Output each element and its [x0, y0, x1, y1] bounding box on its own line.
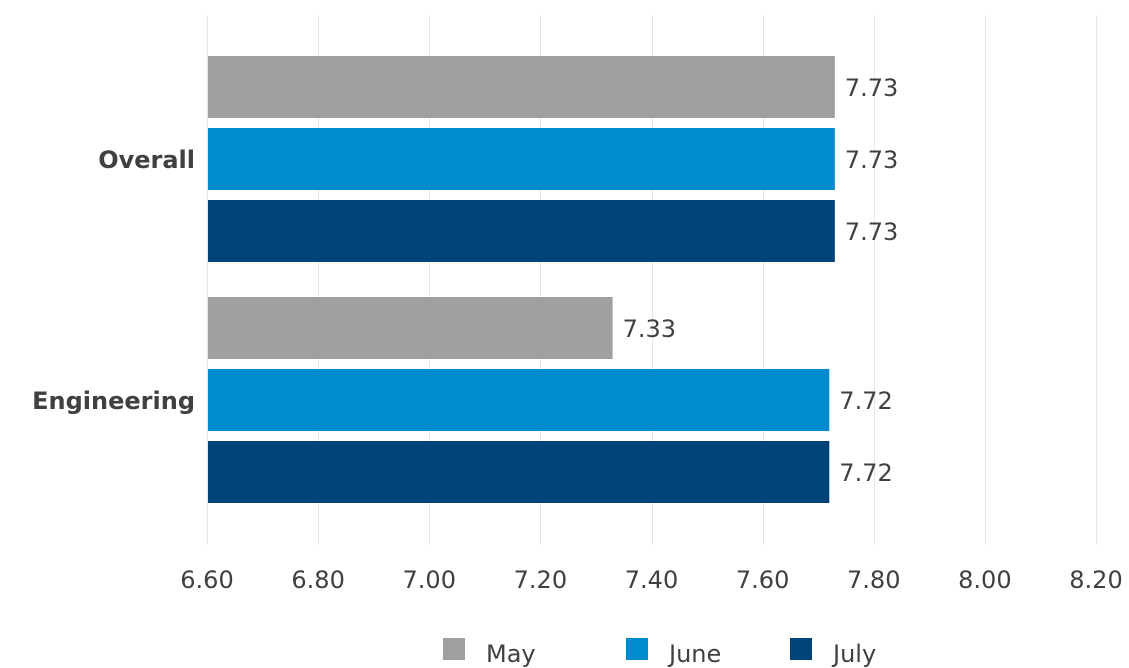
value-label-overall-may: 7.73	[845, 74, 898, 102]
legend-swatch-july	[790, 638, 812, 660]
x-tick-label-2: 7.00	[403, 566, 456, 594]
legend-item-may: May	[443, 638, 536, 668]
bars	[208, 56, 835, 503]
x-tick-label-7: 8.00	[958, 566, 1011, 594]
legend-label-may: May	[486, 640, 536, 668]
legend-swatch-may	[443, 638, 465, 660]
x-axis-tick-labels: 6.60 6.80 7.00 7.20 7.40 7.60 7.80 8.00 8.20	[180, 566, 1122, 594]
x-tick-label-0: 6.60	[180, 566, 233, 594]
x-tick-label-3: 7.20	[514, 566, 567, 594]
x-tick-label-4: 7.40	[625, 566, 678, 594]
value-label-engineering-june: 7.72	[839, 387, 892, 415]
value-label-engineering-july: 7.72	[839, 459, 892, 487]
x-tick-label-5: 7.60	[736, 566, 789, 594]
bar-engineering-may	[208, 297, 613, 359]
value-label-engineering-may: 7.33	[623, 315, 676, 343]
bar-engineering-june	[208, 369, 830, 431]
category-label-engineering: Engineering	[32, 387, 195, 415]
value-labels: 7.73 7.73 7.73 7.33 7.72 7.72	[623, 74, 899, 487]
value-label-overall-june: 7.73	[845, 146, 898, 174]
legend-swatch-june	[626, 638, 648, 660]
bar-overall-june	[208, 128, 835, 190]
bar-overall-may	[208, 56, 835, 118]
bar-overall-july	[208, 200, 835, 262]
legend-item-july: July	[790, 638, 876, 668]
legend-item-june: June	[626, 638, 721, 668]
value-label-overall-july: 7.73	[845, 218, 898, 246]
legend-label-july: July	[831, 640, 876, 668]
legend: May June July	[443, 638, 876, 668]
x-tick-label-8: 8.20	[1069, 566, 1122, 594]
x-tick-label-6: 7.80	[847, 566, 900, 594]
legend-label-june: June	[667, 640, 721, 668]
x-tick-label-1: 6.80	[291, 566, 344, 594]
category-label-overall: Overall	[98, 146, 195, 174]
bar-engineering-july	[208, 441, 830, 503]
category-labels: Overall Engineering	[32, 146, 195, 415]
